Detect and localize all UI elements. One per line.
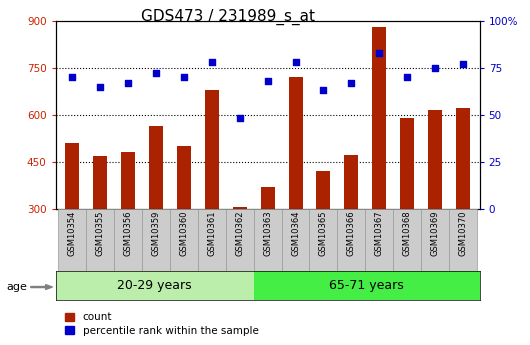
Bar [281,209,310,271]
Text: GSM10363: GSM10363 [263,210,272,256]
Bar [177,146,191,209]
Point [235,116,244,121]
Bar [288,77,303,209]
Point [458,61,467,67]
Bar [421,209,449,271]
Bar [93,156,107,209]
Point [347,80,356,86]
Bar [86,209,114,271]
Bar [393,209,421,271]
Text: GSM10360: GSM10360 [180,210,189,256]
Bar [114,209,142,271]
Text: GSM10361: GSM10361 [207,210,216,256]
Text: GSM10366: GSM10366 [347,210,356,256]
Bar [449,209,477,271]
Text: GSM10359: GSM10359 [152,210,161,256]
Text: GDS473 / 231989_s_at: GDS473 / 231989_s_at [141,9,315,25]
Text: GSM10368: GSM10368 [403,210,412,256]
Point [263,78,272,83]
Text: 20-29 years: 20-29 years [117,279,192,292]
Text: GSM10356: GSM10356 [123,210,132,256]
Point [292,59,300,65]
Text: GSM10369: GSM10369 [430,210,439,256]
Point [319,88,328,93]
Bar [310,209,338,271]
Bar [65,143,80,209]
Bar [365,209,393,271]
Bar [58,209,86,271]
Text: GSM10367: GSM10367 [375,210,384,256]
Bar [261,187,275,209]
Bar [344,156,358,209]
Point [180,74,188,80]
Point [375,50,384,56]
Bar [205,90,219,209]
Bar [233,207,247,209]
Text: age: age [6,282,27,292]
Bar [149,126,163,209]
Bar [142,209,170,271]
Bar [338,209,365,271]
Bar [400,118,414,209]
Point [124,80,132,86]
Point [208,59,216,65]
Point [431,65,439,70]
Bar [226,209,254,271]
Bar [428,110,442,209]
Bar [316,171,330,209]
Point [96,84,104,89]
Text: GSM10364: GSM10364 [291,210,300,256]
Bar [198,209,226,271]
Text: GSM10354: GSM10354 [68,210,77,256]
Bar [254,209,281,271]
Text: GSM10370: GSM10370 [458,210,467,256]
Legend: count, percentile rank within the sample: count, percentile rank within the sample [61,308,263,340]
Bar [121,152,135,209]
Text: 65-71 years: 65-71 years [329,279,404,292]
Bar [56,271,254,300]
Text: GSM10362: GSM10362 [235,210,244,256]
Text: GSM10365: GSM10365 [319,210,328,256]
Bar [456,108,470,209]
Point [152,71,160,76]
Text: GSM10355: GSM10355 [96,210,105,256]
Bar [372,27,386,209]
Point [68,74,77,80]
Point [403,74,411,80]
Bar [254,271,480,300]
Bar [170,209,198,271]
